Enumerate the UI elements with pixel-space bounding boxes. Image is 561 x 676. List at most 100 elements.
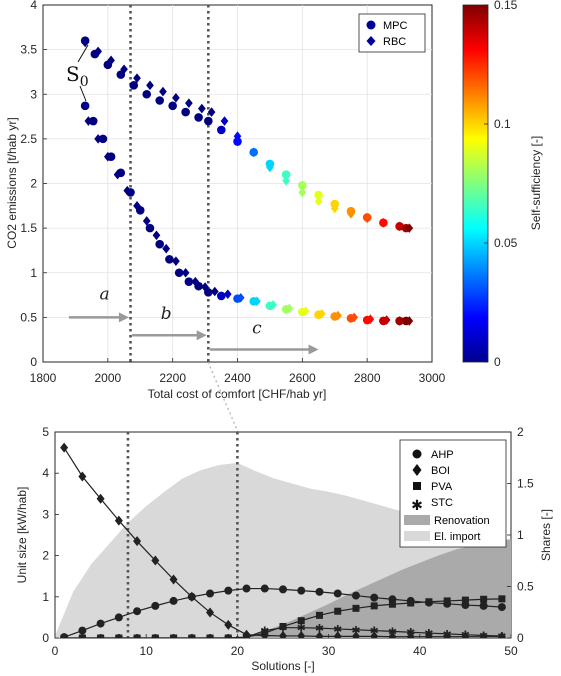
pva-point [425, 598, 433, 606]
rbc-point [94, 46, 102, 57]
bottom-y-tick-label: 1 [42, 590, 49, 604]
top-x-tick-label: 2000 [94, 371, 121, 385]
mpc-point [145, 223, 155, 233]
top-y-tick-label: 4 [30, 0, 37, 12]
rbc-point [347, 209, 355, 219]
ahp-point [260, 584, 269, 593]
bottom-y-tick-label: 2 [42, 549, 49, 563]
pva-point [461, 596, 469, 604]
rbc-point [133, 201, 141, 211]
bottom-x-tick-label: 30 [322, 644, 336, 658]
colorbar-gradient [462, 4, 489, 363]
colorbar-tick-label: 0.05 [494, 236, 518, 250]
stc-point: ✱ [78, 632, 87, 645]
ahp-point [224, 586, 233, 595]
rbc-point [207, 107, 216, 117]
s0-annotation: S0 [66, 44, 89, 102]
stc-point: ✱ [333, 623, 342, 636]
top-y-ticks: 0 0.5 1 1.5 2 2.5 3 3.5 4 [20, 0, 47, 369]
pva-point [443, 597, 451, 605]
rbc-point [301, 306, 310, 316]
rbc-point [236, 292, 245, 303]
ahp-point [96, 619, 105, 628]
bottom-x-tick-label: 10 [140, 644, 154, 658]
top-y-tick-label: 1.5 [20, 221, 37, 235]
mpc-point [155, 96, 164, 105]
legend-elimport-label: El. import [434, 531, 480, 543]
ahp-point [479, 601, 488, 610]
mpc-point [88, 116, 98, 126]
rbc-point [330, 203, 339, 214]
pva-point [407, 599, 415, 607]
mpc-point [204, 116, 213, 126]
bottom-line-series: ✱ ✱ ✱ ✱ ✱ ✱ ✱ ✱ ✱ ✱ ✱ ✱ ✱ ✱ ✱ ✱ ✱ ✱ ✱ ✱ ✱ ✱ ✱ ✱ ✱ [60, 442, 506, 645]
pva-point [224, 634, 232, 638]
pva-point [243, 633, 251, 638]
bottom-chart: ✱ ✱ ✱ ✱ ✱ ✱ ✱ ✱ ✱ ✱ ✱✱ ✱ ✱ ✱ ✱ ✱ ✱ ✱ ✱ ✱ ✱ ✱ ✱ ✱ 0 10 20 30 40 50 01… [15, 425, 553, 673]
ahp-point [206, 589, 215, 598]
bottom-x-ticks: 0 10 20 30 40 50 [52, 634, 518, 658]
region-label: c [252, 318, 262, 338]
rbc-point [120, 64, 128, 75]
pva-point [334, 607, 342, 615]
bottom-y-axis-label-right: Shares [-] [539, 509, 553, 561]
ahp-point [151, 601, 160, 610]
stc-point: ✱ [370, 625, 379, 638]
ahp-point [78, 626, 87, 635]
ahp-point [315, 587, 324, 596]
pva-point [352, 604, 360, 612]
region-arrow-head [308, 344, 319, 355]
mpc-point [129, 81, 139, 90]
ahp-point [169, 596, 178, 605]
stc-point: ✱ [224, 632, 233, 645]
pva-point [78, 634, 86, 638]
rbc-point [223, 289, 232, 299]
stc-point: ✱ [297, 622, 306, 635]
bottom-x-tick-label: 20 [231, 644, 245, 658]
bottom-x-tick-label: 50 [504, 644, 518, 658]
colorbar-label: Self-sufficiency [-] [529, 136, 543, 230]
pva-point [97, 634, 105, 638]
s0-label: S0 [66, 62, 89, 90]
boi-point [224, 619, 233, 630]
boi-point [351, 631, 360, 638]
mpc-point [281, 170, 291, 179]
legend-boi-marker [412, 464, 422, 476]
bottom-area-series [55, 462, 511, 638]
bottom-y-right-tick-label: 1.5 [517, 477, 534, 491]
rbc-point [113, 169, 122, 180]
top-chart: a b c 1800 2000 2200 2400 2600 2800 3000 0 0.5 1 1.… [5, 0, 543, 401]
rbc-point [201, 282, 209, 292]
mpc-point [168, 101, 177, 111]
rbc-point [84, 116, 93, 126]
boi-point [187, 591, 196, 602]
rbc-point [350, 312, 359, 323]
mpc-point [233, 137, 242, 146]
top-y-tick-label: 0.5 [20, 310, 37, 324]
rbc-point [210, 286, 219, 297]
bottom-y-tick-label: 3 [42, 507, 49, 521]
bottom-vlines [126, 432, 239, 638]
rbc-point [94, 134, 102, 144]
mpc-point [80, 101, 90, 111]
region-arrow-head [196, 330, 207, 341]
rbc-point [191, 276, 200, 287]
mpc-point [142, 89, 152, 99]
boi-point [388, 631, 397, 638]
legend-stc-marker: ✱ [411, 498, 423, 514]
mpc-point [98, 134, 108, 144]
stc-point: ✱ [187, 632, 196, 645]
top-scatter-points [80, 36, 414, 326]
top-y-tick-label: 3.5 [20, 43, 37, 57]
bottom-legend: AHP BOI PVA ✱ STC Renovation El. import [399, 439, 507, 548]
bottom-x-axis-label: Solutions [-] [251, 659, 314, 673]
rbc-point [146, 80, 154, 91]
boi-point [133, 536, 142, 547]
boi-point [78, 471, 87, 482]
rbc-point [395, 316, 404, 326]
mpc-point [181, 107, 190, 117]
rbc-point [405, 316, 414, 326]
legend-stc-label: STC [431, 497, 453, 509]
boi-point [333, 631, 342, 638]
